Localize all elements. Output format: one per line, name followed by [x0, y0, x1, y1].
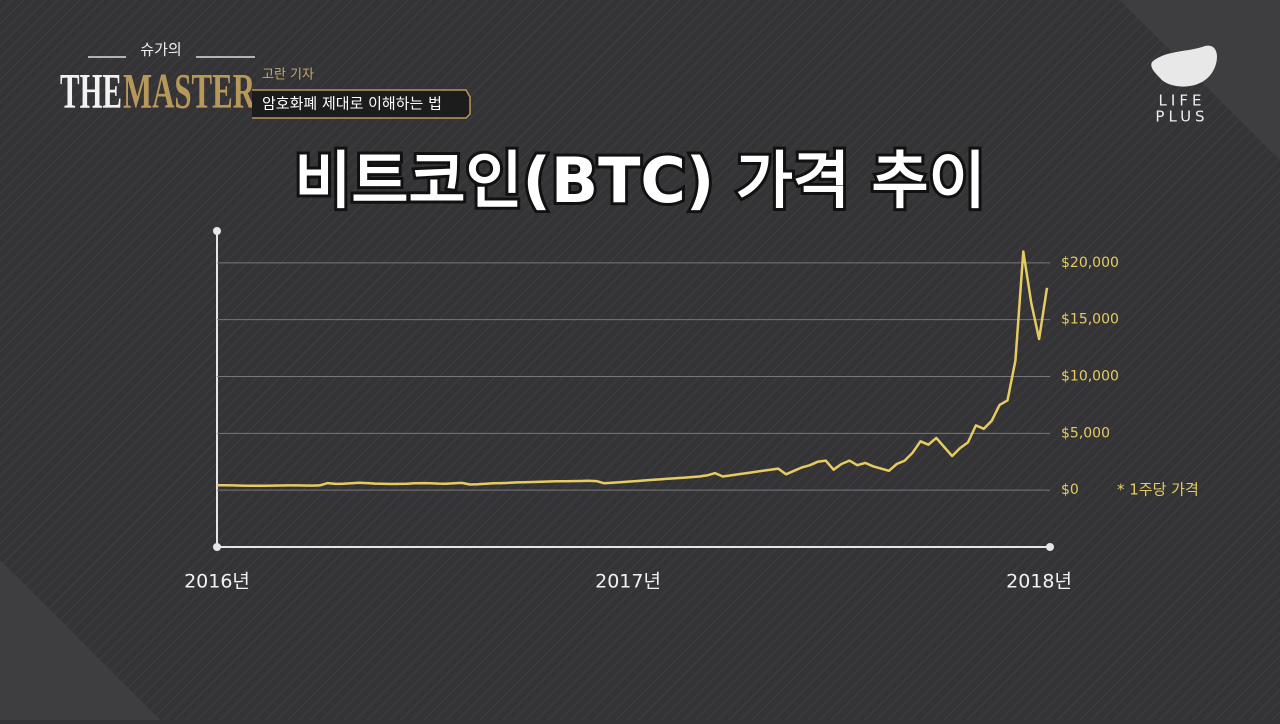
logo-text: LIFE — [1159, 92, 1206, 110]
x-tick-label: 2017년 — [595, 571, 661, 593]
corner-shade — [0, 560, 160, 720]
axis-end — [1046, 543, 1054, 551]
axis-end — [213, 543, 221, 551]
chart-title: 비트코인(BTC) 가격 추이 — [294, 144, 985, 217]
reporter: 고란 기자 — [262, 68, 314, 83]
subtitle-box — [252, 89, 471, 119]
y-tick-label: $15,000 — [1061, 312, 1119, 328]
y-tick-label: $5,000 — [1061, 425, 1110, 441]
y-tick-label: $0 — [1061, 482, 1079, 498]
x-tick-label: 2016년 — [184, 571, 250, 593]
logo-the: THE — [60, 62, 122, 118]
logo-master: MASTER — [123, 62, 256, 118]
price-line — [217, 250, 1049, 488]
show-name: 슈가의 — [140, 41, 181, 59]
x-tick-label: 2018년 — [1006, 571, 1072, 593]
axis-end — [213, 227, 221, 235]
subtitle: 암호화폐 제대로 이해하는 법 — [262, 95, 442, 113]
y-tick-label: $20,000 — [1061, 255, 1119, 271]
y-tick-label: $10,000 — [1061, 368, 1119, 384]
annotation: * 1주당 가격 — [1117, 481, 1199, 499]
logo-mark — [1151, 45, 1218, 87]
logo-text: PLUS — [1155, 108, 1208, 126]
